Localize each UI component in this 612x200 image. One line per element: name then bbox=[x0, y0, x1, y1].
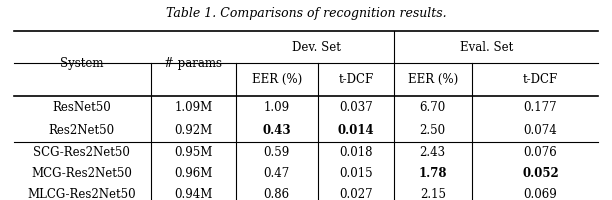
Text: t-DCF: t-DCF bbox=[523, 73, 558, 86]
Text: 0.96M: 0.96M bbox=[174, 167, 212, 180]
Text: 0.037: 0.037 bbox=[339, 101, 373, 114]
Text: 0.59: 0.59 bbox=[264, 146, 290, 159]
Text: 2.43: 2.43 bbox=[420, 146, 446, 159]
Text: 0.074: 0.074 bbox=[524, 124, 558, 137]
Text: Dev. Set: Dev. Set bbox=[292, 41, 341, 54]
Text: MLCG-Res2Net50: MLCG-Res2Net50 bbox=[28, 188, 136, 200]
Text: EER (%): EER (%) bbox=[252, 73, 302, 86]
Text: 1.09: 1.09 bbox=[264, 101, 290, 114]
Text: 0.177: 0.177 bbox=[524, 101, 558, 114]
Text: 1.78: 1.78 bbox=[419, 167, 447, 180]
Text: Eval. Set: Eval. Set bbox=[460, 41, 513, 54]
Text: EER (%): EER (%) bbox=[408, 73, 458, 86]
Text: 0.076: 0.076 bbox=[524, 146, 558, 159]
Text: 0.015: 0.015 bbox=[339, 167, 373, 180]
Text: 0.069: 0.069 bbox=[524, 188, 558, 200]
Text: 6.70: 6.70 bbox=[420, 101, 446, 114]
Text: 0.027: 0.027 bbox=[339, 188, 373, 200]
Text: 0.018: 0.018 bbox=[339, 146, 373, 159]
Text: 0.92M: 0.92M bbox=[174, 124, 212, 137]
Text: 0.47: 0.47 bbox=[264, 167, 290, 180]
Text: # params: # params bbox=[164, 57, 222, 70]
Text: 0.95M: 0.95M bbox=[174, 146, 212, 159]
Text: Res2Net50: Res2Net50 bbox=[49, 124, 115, 137]
Text: MCG-Res2Net50: MCG-Res2Net50 bbox=[31, 167, 132, 180]
Text: t-DCF: t-DCF bbox=[338, 73, 373, 86]
Text: SCG-Res2Net50: SCG-Res2Net50 bbox=[34, 146, 130, 159]
Text: 2.50: 2.50 bbox=[420, 124, 446, 137]
Text: ResNet50: ResNet50 bbox=[53, 101, 111, 114]
Text: 0.43: 0.43 bbox=[263, 124, 291, 137]
Text: System: System bbox=[60, 57, 103, 70]
Text: 2.15: 2.15 bbox=[420, 188, 446, 200]
Text: 0.052: 0.052 bbox=[522, 167, 559, 180]
Text: Table 1. Comparisons of recognition results.: Table 1. Comparisons of recognition resu… bbox=[166, 7, 446, 20]
Text: 0.014: 0.014 bbox=[338, 124, 375, 137]
Text: 0.94M: 0.94M bbox=[174, 188, 212, 200]
Text: 0.86: 0.86 bbox=[264, 188, 290, 200]
Text: 1.09M: 1.09M bbox=[174, 101, 212, 114]
